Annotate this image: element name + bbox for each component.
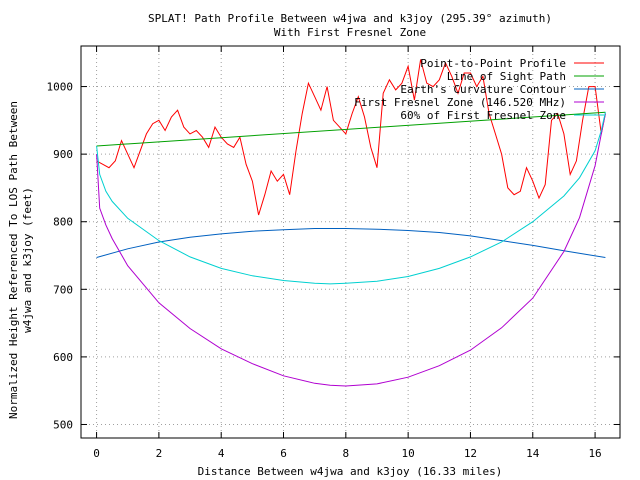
y-tick-label: 500 bbox=[53, 418, 73, 431]
chart-title: SPLAT! Path Profile Between w4jwa and k3… bbox=[148, 12, 552, 25]
x-tick-label: 10 bbox=[402, 447, 415, 460]
chart-subtitle: With First Fresnel Zone bbox=[274, 26, 426, 39]
legend-entry-label: Line of Sight Path bbox=[447, 70, 566, 83]
x-tick-label: 4 bbox=[218, 447, 225, 460]
x-tick-label: 14 bbox=[526, 447, 540, 460]
data-series bbox=[96, 59, 606, 387]
legend-entry-label: Earth's Curvature Contour bbox=[400, 83, 566, 96]
x-tick-label: 0 bbox=[93, 447, 100, 460]
x-tick-label: 2 bbox=[156, 447, 163, 460]
x-tick-label: 16 bbox=[588, 447, 601, 460]
series-line-earth-s-curvature-contour bbox=[96, 228, 606, 258]
series-line-60-of-first-fresnel-zone bbox=[96, 112, 606, 285]
y-tick-label: 700 bbox=[53, 283, 73, 296]
y-tick-label: 800 bbox=[53, 216, 73, 229]
y-tick-label: 900 bbox=[53, 148, 73, 161]
legend-entry-label: First Fresnel Zone (146.520 MHz) bbox=[354, 96, 566, 109]
y-axis-label-line2: w4jwa and k3joy (feet) bbox=[21, 187, 34, 333]
axis-ticks: 0 2 4 6 8 10 12 14 16 500 600 700 800 900 1000 bbox=[47, 46, 620, 460]
series-line-line-of-sight-path bbox=[96, 111, 606, 147]
series-line-point-to-point-profile bbox=[96, 59, 606, 216]
y-tick-label: 1000 bbox=[47, 81, 74, 94]
x-axis-label: Distance Between w4jwa and k3joy (16.33 … bbox=[198, 465, 503, 478]
legend-entry-label: Point-to-Point Profile bbox=[420, 57, 566, 70]
x-tick-label: 6 bbox=[280, 447, 287, 460]
series-line-first-fresnel-zone-146-520-mhz bbox=[96, 113, 606, 387]
y-tick-label: 600 bbox=[53, 351, 73, 364]
legend-entry-label: 60% of First Fresnel Zone bbox=[400, 109, 566, 122]
x-tick-label: 8 bbox=[343, 447, 350, 460]
x-tick-label: 12 bbox=[464, 447, 477, 460]
plot-frame bbox=[80, 45, 621, 439]
y-axis-label-line1: Normalized Height Referenced To LOS Path… bbox=[7, 101, 20, 419]
